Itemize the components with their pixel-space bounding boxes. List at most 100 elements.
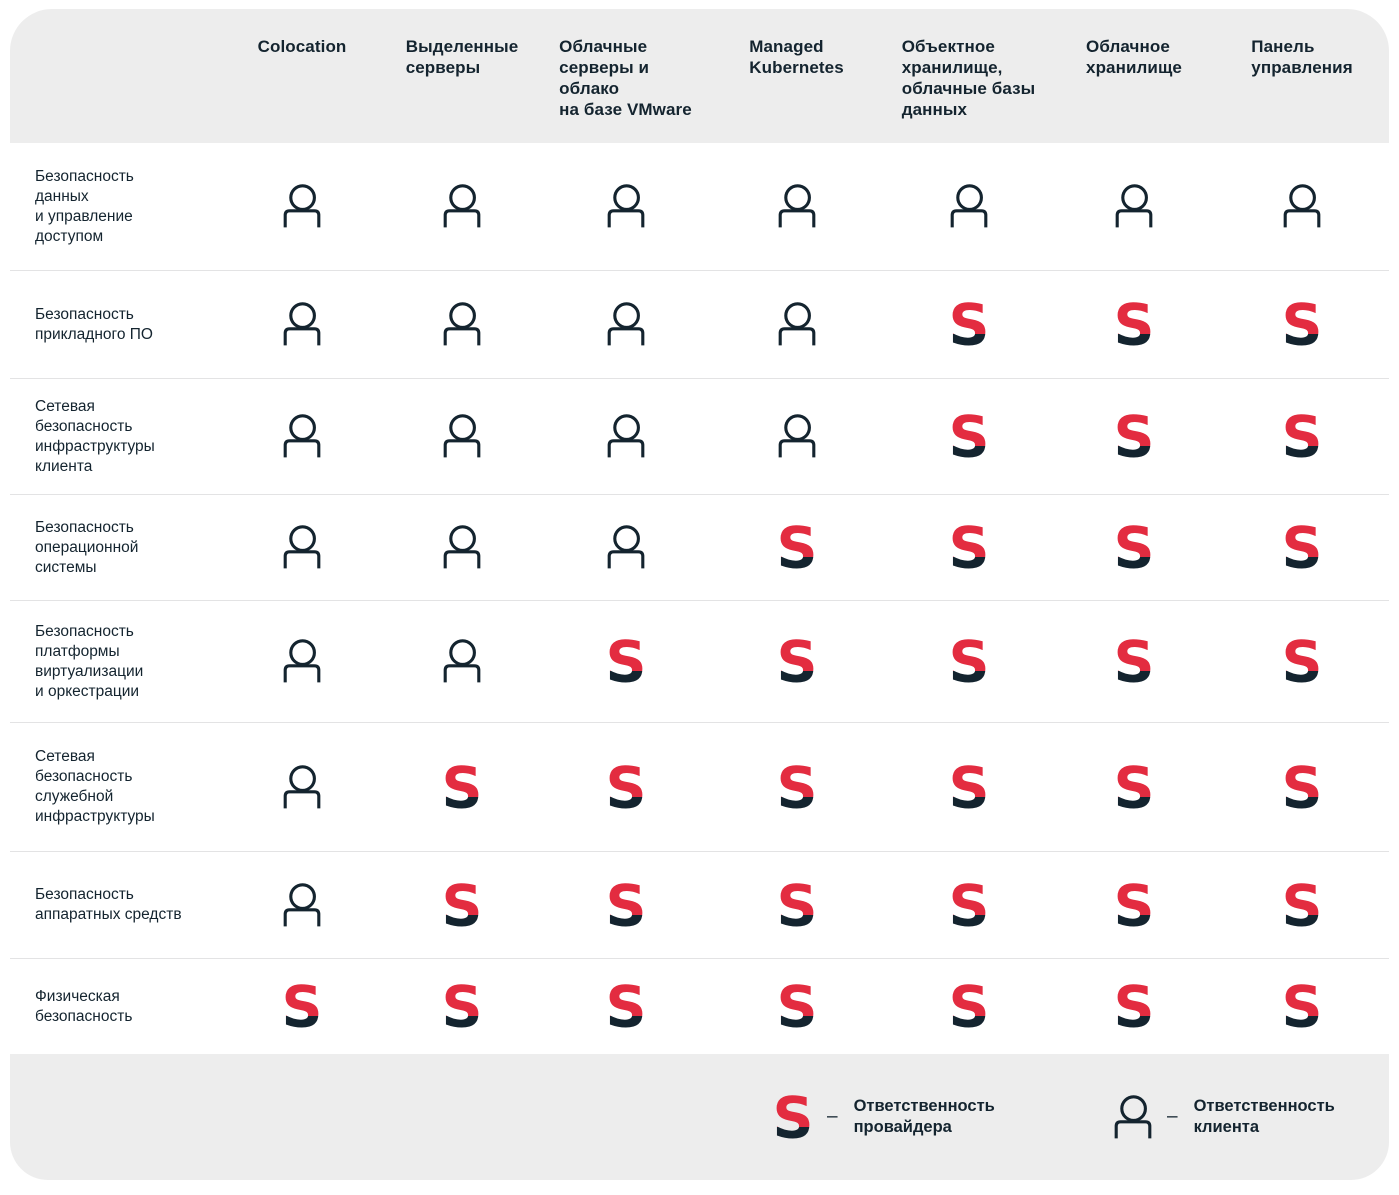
matrix-cell-provider: S <box>884 495 1053 600</box>
svg-text:S: S <box>949 301 989 348</box>
matrix-cell-provider: S <box>884 271 1053 378</box>
matrix-cell-provider: S <box>1053 271 1215 378</box>
svg-text:S: S <box>606 882 646 929</box>
selectel-s-icon: S <box>773 1094 813 1141</box>
matrix-cell-provider: S <box>542 723 709 851</box>
svg-text:S: S <box>1282 764 1322 811</box>
row-label: Безопасность платформы виртуализации и о… <box>35 622 144 700</box>
table-row: Сетевая безопасность инфраструктуры клие… <box>10 378 1389 494</box>
svg-text:S: S <box>606 638 646 685</box>
person-icon <box>607 302 644 346</box>
matrix-cell-client <box>222 852 382 958</box>
svg-text:S: S <box>1114 638 1154 685</box>
selectel-s-icon: S <box>1282 764 1322 811</box>
selectel-s-icon: S <box>777 983 817 1030</box>
person-icon <box>283 639 321 683</box>
matrix-cell-provider: S <box>1215 601 1389 722</box>
legend-item-client: – Ответственность клиента <box>1053 1094 1389 1140</box>
selectel-s-icon: S <box>442 764 482 811</box>
svg-text:S: S <box>1282 638 1322 685</box>
row-label: Безопасность прикладного ПО <box>35 305 153 343</box>
matrix-cell-provider: S <box>1215 852 1389 958</box>
svg-text:S: S <box>1282 882 1322 929</box>
person-icon <box>443 184 481 228</box>
matrix-cell-client <box>542 495 709 600</box>
matrix-cell-provider: S <box>1053 601 1215 722</box>
selectel-s-icon: S <box>1114 882 1154 929</box>
row-label: Безопасность данных и управление доступо… <box>35 167 134 245</box>
selectel-s-icon: S <box>282 983 322 1030</box>
matrix-cell-client <box>1215 143 1389 270</box>
legend-client-icon-slot <box>1113 1094 1153 1140</box>
matrix-cell-provider: S <box>1053 495 1215 600</box>
svg-text:S: S <box>1114 301 1154 348</box>
matrix-cell-provider: S <box>709 852 884 958</box>
table-row: Безопасность аппаратных средств S S <box>10 851 1389 958</box>
person-icon <box>283 184 321 228</box>
selectel-s-icon: S <box>949 983 989 1030</box>
legend-provider-icon-slot: S <box>773 1094 813 1141</box>
svg-text:S: S <box>949 983 989 1030</box>
selectel-s-icon: S <box>606 764 646 811</box>
column-header: Облачные серверы и облако на базе VMware <box>542 36 709 120</box>
legend-item-provider: S – Ответственность провайдера <box>709 1094 1053 1141</box>
matrix-cell-client <box>222 379 382 494</box>
svg-text:S: S <box>949 413 989 460</box>
matrix-cell-provider: S <box>382 852 542 958</box>
person-icon <box>778 302 815 346</box>
svg-text:S: S <box>949 638 989 685</box>
matrix-cell-provider: S <box>222 959 382 1054</box>
person-icon <box>778 184 815 228</box>
table-row: Безопасность данных и управление доступо… <box>10 143 1389 270</box>
person-icon <box>443 414 481 458</box>
person-icon <box>1114 1094 1152 1138</box>
matrix-cell-provider: S <box>1215 959 1389 1054</box>
selectel-s-icon: S <box>1114 764 1154 811</box>
svg-text:S: S <box>1282 524 1322 571</box>
column-header-label: Облачное хранилище <box>1086 37 1182 77</box>
column-header: Выделенные серверы <box>382 36 542 78</box>
column-header: Панель управления <box>1215 36 1389 78</box>
selectel-s-icon: S <box>1282 524 1322 571</box>
matrix-cell-client <box>382 379 542 494</box>
matrix-cell-provider: S <box>1215 723 1389 851</box>
column-header-label: Облачные серверы и облако на базе VMware <box>559 37 692 119</box>
matrix-cell-client <box>542 271 709 378</box>
column-header: Облачное хранилище <box>1053 36 1215 78</box>
selectel-s-icon: S <box>949 413 989 460</box>
column-header-label: Выделенные серверы <box>405 37 519 77</box>
matrix-cell-client <box>382 143 542 270</box>
matrix-cell-client <box>884 143 1053 270</box>
column-header: Managed Kubernetes <box>709 36 884 78</box>
selectel-s-icon: S <box>1114 413 1154 460</box>
matrix-cell-client <box>709 143 884 270</box>
person-icon <box>778 414 815 458</box>
selectel-s-icon: S <box>442 882 482 929</box>
svg-text:S: S <box>1282 413 1322 460</box>
matrix-cell-client <box>382 271 542 378</box>
svg-text:S: S <box>777 983 817 1030</box>
svg-text:S: S <box>442 983 482 1030</box>
matrix-cell-provider: S <box>709 601 884 722</box>
responsibility-matrix: Colocation Выделенные серверы Облачные сер… <box>10 9 1389 1180</box>
matrix-cell-provider: S <box>1053 723 1215 851</box>
person-icon <box>607 184 644 228</box>
column-header: Объектное хранилище, облачные базы данны… <box>884 36 1053 120</box>
matrix-cell-provider: S <box>1215 379 1389 494</box>
matrix-cell-client <box>382 601 542 722</box>
row-label: Сетевая безопасность служебной инфрастру… <box>35 748 155 825</box>
matrix-cell-provider: S <box>1053 379 1215 494</box>
matrix-cell-client <box>222 143 382 270</box>
matrix-cell-client <box>222 495 382 600</box>
svg-text:S: S <box>1114 983 1154 1030</box>
svg-text:S: S <box>949 524 989 571</box>
column-header-label: Объектное хранилище, облачные базы данны… <box>901 37 1036 119</box>
table-row: Безопасность операционной системы S <box>10 494 1389 600</box>
matrix-cell-provider: S <box>884 723 1053 851</box>
person-icon <box>283 882 321 926</box>
matrix-cell-client <box>709 379 884 494</box>
table-row: Безопасность платформы виртуализации и о… <box>10 600 1389 722</box>
selectel-s-icon: S <box>949 524 989 571</box>
matrix-cell-provider: S <box>542 852 709 958</box>
legend-dash: – <box>827 1106 838 1127</box>
